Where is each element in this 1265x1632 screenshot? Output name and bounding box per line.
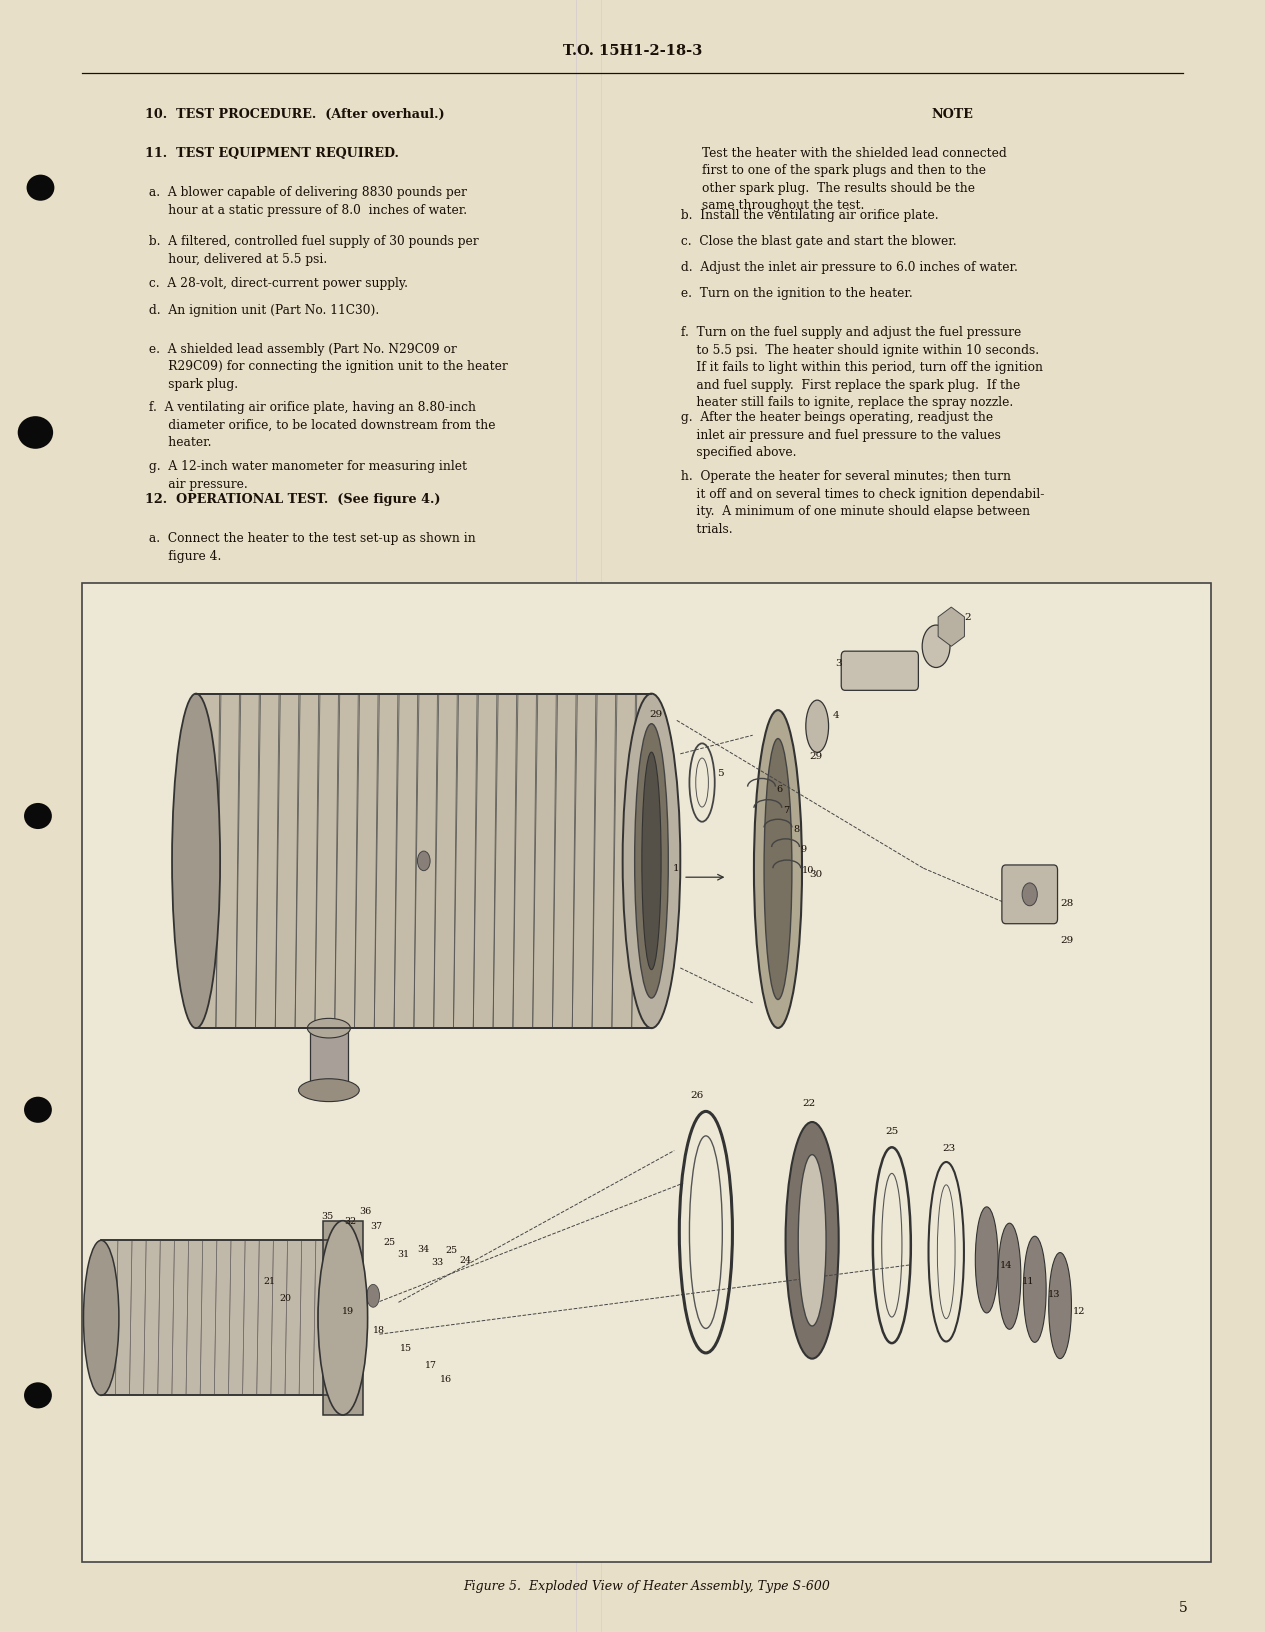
Text: 5: 5 — [1179, 1601, 1187, 1614]
Ellipse shape — [975, 1208, 998, 1312]
Bar — [82, 583, 1211, 1562]
Bar — [196, 694, 651, 1028]
Text: 31: 31 — [397, 1250, 410, 1258]
Text: c.  A 28-volt, direct-current power supply.: c. A 28-volt, direct-current power suppl… — [145, 277, 409, 290]
Text: Figure 5.  Exploded View of Heater Assembly, Type S-600: Figure 5. Exploded View of Heater Assemb… — [463, 1580, 830, 1593]
Ellipse shape — [922, 625, 950, 667]
Ellipse shape — [172, 694, 220, 1028]
Text: 30: 30 — [810, 870, 822, 880]
Text: 2: 2 — [964, 614, 970, 622]
Text: 22: 22 — [802, 1100, 815, 1108]
Ellipse shape — [641, 752, 662, 969]
Text: T.O. 15H1-2-18-3: T.O. 15H1-2-18-3 — [563, 44, 702, 59]
Text: b.  Install the ventilating air orifice plate.: b. Install the ventilating air orifice p… — [677, 209, 939, 222]
Ellipse shape — [24, 1382, 52, 1408]
Text: 29: 29 — [649, 710, 662, 720]
Text: 18: 18 — [373, 1327, 385, 1335]
Text: 28: 28 — [1060, 899, 1073, 907]
Text: Test the heater with the shielded lead connected
first to one of the spark plugs: Test the heater with the shielded lead c… — [702, 147, 1007, 212]
Text: 7: 7 — [783, 806, 789, 814]
Ellipse shape — [299, 1079, 359, 1102]
Ellipse shape — [754, 710, 802, 1028]
Ellipse shape — [806, 700, 829, 752]
Ellipse shape — [417, 852, 430, 871]
Text: 23: 23 — [942, 1144, 955, 1152]
Text: 29: 29 — [1060, 937, 1073, 945]
Text: g.  After the heater beings operating, readjust the
     inlet air pressure and : g. After the heater beings operating, re… — [677, 411, 1001, 459]
Ellipse shape — [348, 1291, 361, 1314]
Text: 36: 36 — [359, 1208, 372, 1216]
Text: 20: 20 — [280, 1294, 291, 1302]
Text: 10.  TEST PROCEDURE.  (After overhaul.): 10. TEST PROCEDURE. (After overhaul.) — [145, 108, 445, 121]
Text: 14: 14 — [999, 1262, 1012, 1270]
Text: 12: 12 — [1073, 1307, 1085, 1315]
Text: 10: 10 — [802, 867, 815, 875]
Text: 25: 25 — [445, 1247, 458, 1255]
Bar — [310, 1025, 348, 1090]
Ellipse shape — [1022, 883, 1037, 906]
Text: NOTE: NOTE — [931, 108, 973, 121]
Ellipse shape — [1023, 1237, 1046, 1342]
Ellipse shape — [333, 1278, 345, 1301]
Text: 16: 16 — [440, 1376, 453, 1384]
Text: 13: 13 — [1047, 1291, 1060, 1299]
Text: e.  A shielded lead assembly (Part No. N29C09 or
      R29C09) for connecting th: e. A shielded lead assembly (Part No. N2… — [145, 343, 509, 390]
Text: 5: 5 — [717, 769, 724, 778]
Text: g.  A 12-inch water manometer for measuring inlet
      air pressure.: g. A 12-inch water manometer for measuri… — [145, 460, 468, 491]
Text: f.  A ventilating air orifice plate, having an 8.80-inch
      diameter orifice,: f. A ventilating air orifice plate, havi… — [145, 401, 496, 449]
Text: f.  Turn on the fuel supply and adjust the fuel pressure
     to 5.5 psi.  The h: f. Turn on the fuel supply and adjust th… — [677, 326, 1042, 410]
Text: b.  A filtered, controlled fuel supply of 30 pounds per
      hour, delivered at: b. A filtered, controlled fuel supply of… — [145, 235, 479, 266]
Text: 15: 15 — [400, 1345, 412, 1353]
Ellipse shape — [319, 1240, 364, 1395]
Text: d.  An ignition unit (Part No. 11C30).: d. An ignition unit (Part No. 11C30). — [145, 304, 380, 317]
Text: 25: 25 — [886, 1128, 898, 1136]
Ellipse shape — [635, 723, 668, 999]
Text: 32: 32 — [344, 1217, 357, 1226]
Text: 19: 19 — [342, 1307, 354, 1315]
Text: 12.  OPERATIONAL TEST.  (See figure 4.): 12. OPERATIONAL TEST. (See figure 4.) — [145, 493, 441, 506]
Text: 9: 9 — [801, 845, 807, 854]
Text: e.  Turn on the ignition to the heater.: e. Turn on the ignition to the heater. — [677, 287, 912, 300]
Text: 6: 6 — [777, 785, 783, 793]
Ellipse shape — [367, 1284, 380, 1307]
FancyBboxPatch shape — [841, 651, 918, 690]
Text: 21: 21 — [263, 1278, 275, 1286]
Text: c.  Close the blast gate and start the blower.: c. Close the blast gate and start the bl… — [677, 235, 956, 248]
Text: 17: 17 — [425, 1361, 436, 1369]
Text: 33: 33 — [431, 1258, 444, 1266]
Ellipse shape — [24, 1097, 52, 1123]
Text: 29: 29 — [810, 752, 822, 761]
Ellipse shape — [764, 739, 792, 999]
Ellipse shape — [622, 694, 681, 1028]
Bar — [323, 1221, 363, 1415]
Bar — [101, 1240, 342, 1395]
Text: 1: 1 — [673, 863, 679, 873]
Text: 26: 26 — [691, 1092, 703, 1100]
Text: h.  Operate the heater for several minutes; then turn
     it off and on several: h. Operate the heater for several minute… — [677, 470, 1044, 535]
Ellipse shape — [24, 803, 52, 829]
Ellipse shape — [998, 1224, 1021, 1328]
Text: 35: 35 — [321, 1213, 334, 1221]
Ellipse shape — [786, 1123, 839, 1358]
Text: 25: 25 — [383, 1239, 396, 1247]
Text: a.  Connect the heater to the test set-up as shown in
      figure 4.: a. Connect the heater to the test set-up… — [145, 532, 476, 563]
Text: 8: 8 — [793, 826, 799, 834]
Text: 34: 34 — [417, 1245, 430, 1253]
Ellipse shape — [83, 1240, 119, 1395]
Text: 24: 24 — [459, 1257, 471, 1265]
Ellipse shape — [27, 175, 54, 201]
Text: 4: 4 — [832, 712, 839, 720]
Text: a.  A blower capable of delivering 8830 pounds per
      hour at a static pressu: a. A blower capable of delivering 8830 p… — [145, 186, 468, 217]
Ellipse shape — [318, 1221, 368, 1415]
Text: 11.  TEST EQUIPMENT REQUIRED.: 11. TEST EQUIPMENT REQUIRED. — [145, 147, 400, 160]
Ellipse shape — [1049, 1253, 1071, 1358]
Ellipse shape — [18, 416, 53, 449]
Text: 3: 3 — [835, 659, 841, 667]
FancyBboxPatch shape — [1002, 865, 1058, 924]
Text: d.  Adjust the inlet air pressure to 6.0 inches of water.: d. Adjust the inlet air pressure to 6.0 … — [677, 261, 1017, 274]
Text: 37: 37 — [371, 1222, 383, 1231]
Text: 11: 11 — [1022, 1278, 1035, 1286]
Ellipse shape — [798, 1155, 826, 1325]
Ellipse shape — [307, 1018, 350, 1038]
